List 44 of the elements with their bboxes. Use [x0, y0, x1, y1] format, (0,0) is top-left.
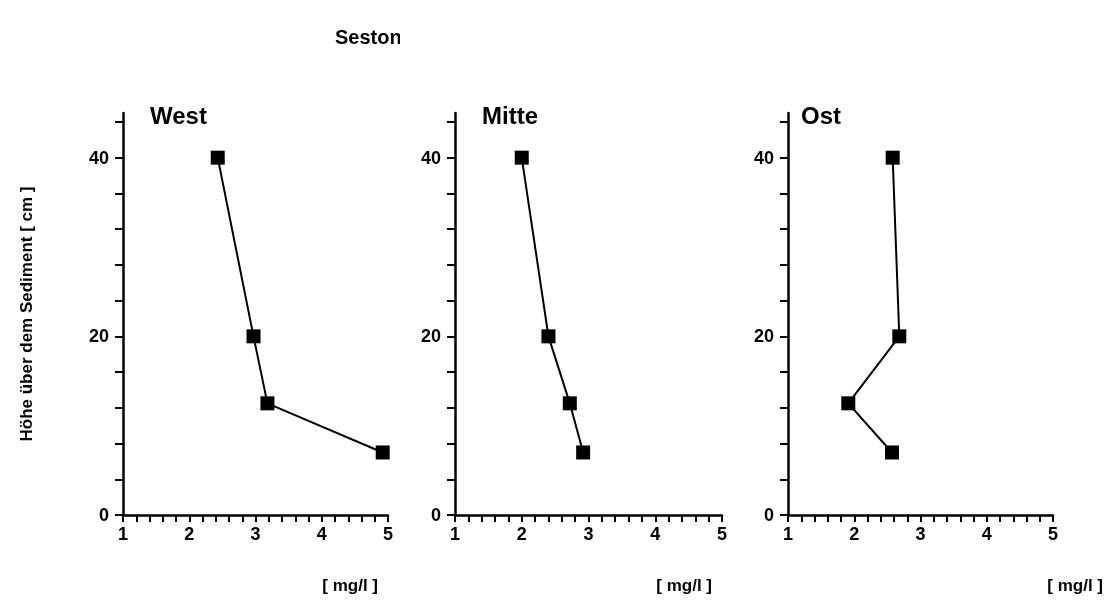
x-tick-label: 2 — [516, 524, 527, 544]
point — [246, 329, 261, 344]
point — [892, 329, 907, 344]
x-tick-label: 2 — [849, 524, 860, 544]
x-axis-title: [ mg/l ] — [1047, 576, 1103, 595]
y-tick-label: 40 — [753, 147, 774, 168]
y-axis-title: Höhe über dem Sediment [ cm ] — [17, 186, 36, 442]
x-axis-title: [ mg/l ] — [322, 576, 378, 595]
chart-title: Seston — [335, 26, 402, 48]
x-tick-label: 3 — [583, 524, 594, 544]
x-tick-label: 3 — [915, 524, 926, 544]
point — [375, 445, 390, 460]
y-tick-label: 0 — [763, 505, 774, 525]
y-tick-label: 40 — [420, 147, 441, 168]
x-tick-label: 5 — [716, 524, 728, 544]
y-tick-label: 40 — [88, 147, 109, 168]
point — [514, 150, 529, 165]
x-tick-label: 4 — [316, 524, 327, 544]
point — [260, 396, 275, 411]
y-tick-label: 0 — [98, 505, 109, 525]
x-tick-label: 4 — [981, 524, 992, 544]
point — [885, 150, 900, 165]
y-tick-label: 20 — [88, 326, 109, 347]
y-tick-label: 20 — [420, 326, 441, 347]
x-tick-label: 5 — [1047, 524, 1059, 544]
point — [841, 396, 856, 411]
point — [541, 329, 556, 344]
point — [210, 150, 225, 165]
y-tick-label: 20 — [753, 326, 774, 347]
x-tick-label: 1 — [449, 524, 461, 544]
point — [562, 396, 577, 411]
x-axis-title: [ mg/l ] — [656, 576, 712, 595]
point — [576, 445, 591, 460]
y-tick-label: 0 — [430, 505, 441, 525]
x-tick-label: 1 — [117, 524, 129, 544]
x-tick-label: 3 — [250, 524, 261, 544]
x-tick-label: 1 — [782, 524, 794, 544]
x-tick-label: 2 — [184, 524, 195, 544]
x-tick-label: 4 — [650, 524, 661, 544]
point — [885, 445, 900, 460]
chart-subtitle: West — [150, 101, 207, 129]
x-tick-label: 5 — [382, 524, 394, 544]
chart-subtitle: Ost — [801, 101, 842, 129]
chart-subtitle: Mitte — [482, 101, 538, 129]
